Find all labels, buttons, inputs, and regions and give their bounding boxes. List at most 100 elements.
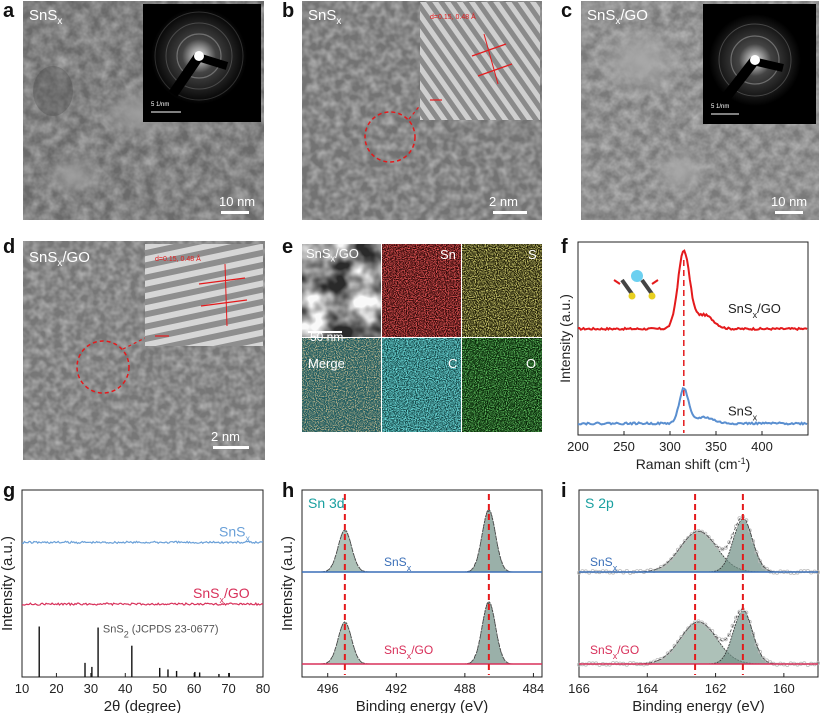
tem-image-a: SnSx 5 1/nm 10 nm [23,1,264,220]
data-point [672,643,677,648]
data-point [706,535,711,540]
x-tick-label: 492 [385,681,407,696]
data-point [720,547,725,552]
xrd-chart: 10 20 30 40 50 60 70 80 SnSx SnSx/GO SnS2 (JCPDS 2… [0,484,280,713]
data-point [689,623,694,628]
panel-h-letter: h [282,480,295,502]
data-point [751,539,756,544]
data-point [693,529,698,534]
data-point [576,570,581,575]
haadf-map [302,244,381,337]
scalebar-d-label: 2 nm [211,429,240,444]
data-point [703,531,708,536]
plot-frame [577,241,809,436]
tem-image-c: SnSx/GO 5 1/nm 10 nm [581,1,819,220]
data-point [774,662,779,667]
atom-s [648,292,656,300]
series-label: SnSx [590,555,618,573]
data-point [764,658,769,663]
data-point [761,564,766,569]
x-tick-label: 250 [613,439,635,454]
bond [640,278,654,296]
saed-scale-c: 5 1/nm [711,104,730,110]
tem-image-b: SnSx d=0.15, 0.48 Å 2 nm [302,1,542,220]
x-tick-label: 166 [568,681,590,696]
data-point [672,553,677,558]
x-tick-label: 80 [256,681,270,696]
label-sn: Sn [440,247,456,262]
data-point [713,543,718,548]
data-point [682,539,687,544]
data-point [669,649,674,654]
x-tick-label: 400 [751,439,773,454]
c-map [382,338,461,432]
scalebar-a-label: 10 nm [219,194,256,209]
fft-inset-b: d=0.15, 0.48 Å [420,2,540,120]
data-point [744,610,749,615]
data-point [676,547,681,552]
panel-b-letter: b [282,0,295,22]
xps-sn3d-chart: 496 492 488 484 SnSx SnSx/GO Sn 3d Binding ener… [279,484,545,713]
data-point [734,524,739,529]
y-axis-label: Intensity (a.u.) [0,536,16,631]
o-map [462,338,542,432]
scalebar-e-label: 50 nm [310,330,344,344]
saed-inset-c: 5 1/nm [703,4,816,124]
data-point [713,634,718,639]
scalebar-c-bar [775,211,803,214]
envelope-line [302,603,542,665]
series-label: SnSx [219,523,250,543]
data-point [624,662,629,667]
data-point [727,632,732,637]
panel-a-title: SnSx [29,7,63,27]
x-axis-label: Binding energy (eV) [632,698,765,713]
x-tick-label: 60 [187,681,201,696]
panel-f-letter: f [561,236,568,258]
series-label: SnSx/GO [193,585,250,605]
scalebar-c-label: 10 nm [771,194,808,209]
data-point [747,619,752,624]
arrow [613,279,621,285]
panel-c-letter: c [561,0,573,22]
data-point [710,538,715,543]
data-point [696,619,701,624]
data-point [710,628,715,633]
x-tick-label: 300 [659,439,681,454]
raman-chart: 200 250 300 350 400 SnSx/GO SnSx Raman shift (c… [557,240,821,480]
panel-d-letter: d [3,236,16,258]
data-point [716,636,721,641]
panel-i-letter: i [561,480,567,502]
x-tick-label: 30 [84,681,98,696]
data-point [676,639,681,644]
x-tick-label: 200 [567,439,589,454]
reference-label: SnS2 (JCPDS 23-0677) [103,624,219,640]
series-line [577,249,808,332]
x-tick-label: 50 [152,681,166,696]
arrow [651,279,659,285]
series-line [21,540,264,545]
panel-d-title: SnSx/GO [29,249,90,269]
data-point [734,615,739,620]
panel-a-letter: a [3,0,15,22]
chart-title: Sn 3d [308,495,345,511]
data-point [815,661,820,666]
series-line [21,602,264,607]
data-point [597,662,602,667]
series-label: SnSx/GO [590,643,639,661]
data-point [618,569,623,574]
data-point [686,626,691,631]
data-point [693,620,698,625]
data-point [774,570,779,575]
data-point [665,560,670,565]
data-point [662,655,667,660]
scalebar-b-label: 2 nm [489,194,518,209]
data-point [665,651,670,656]
tem-image-d: SnSx/GO d=0.15, 0.48 Å 2 nm [23,241,265,460]
y-axis-label: Intensity (a.u.) [279,536,296,631]
xps-s2p-chart: 166 164 162 160 SnSx SnSx/GO S 2p Binding energ… [560,484,821,713]
data-point [679,634,684,639]
x-tick-label: 496 [317,681,339,696]
plot-frame [21,489,264,678]
data-point [706,626,711,631]
plot-frame [301,489,543,678]
